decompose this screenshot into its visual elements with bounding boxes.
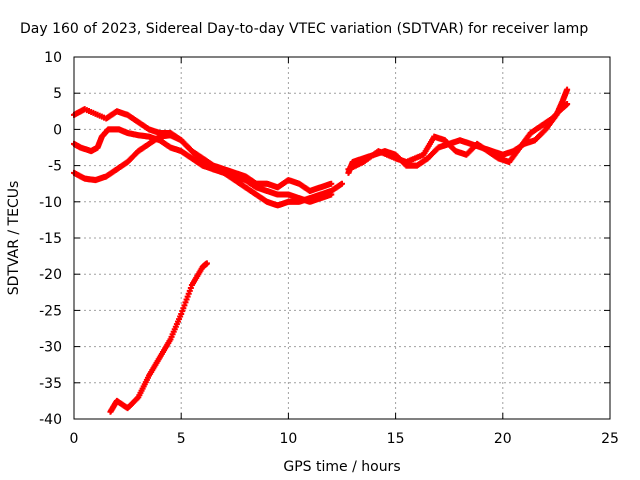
x-tick-label: 10 — [279, 431, 297, 447]
y-axis-label: SDTVAR / TECUs — [6, 181, 22, 296]
tick-layer: 0 5 10 15 20 25 -40 -35 -30 -25 -20 -15 -10 -5 0 5 10 — [39, 50, 619, 447]
y-tick-label: -30 — [39, 340, 62, 356]
y-tick-label: 5 — [53, 86, 62, 102]
y-tick-label: 0 — [53, 122, 62, 138]
y-tick-label: 10 — [44, 50, 62, 66]
grid-layer — [74, 57, 610, 419]
y-tick-label: -25 — [39, 303, 62, 319]
chart-title: Day 160 of 2023, Sidereal Day-to-day VTE… — [20, 21, 588, 37]
series-upper-track-e — [345, 101, 571, 173]
plot-border — [73, 56, 611, 420]
y-tick-label: -15 — [39, 231, 62, 247]
y-tick-label: -20 — [39, 267, 62, 283]
x-tick-label: 25 — [601, 431, 619, 447]
series-layer — [71, 86, 571, 415]
data-point — [203, 260, 210, 267]
y-tick-label: -35 — [39, 376, 62, 392]
data-point — [564, 86, 571, 93]
x-tick-label: 5 — [177, 431, 186, 447]
data-point — [564, 101, 571, 108]
y-tick-label: -10 — [39, 195, 62, 211]
y-tick-label: -5 — [48, 159, 62, 175]
x-tick-label: 20 — [494, 431, 512, 447]
x-tick-label: 15 — [387, 431, 405, 447]
x-axis-label: GPS time / hours — [283, 459, 400, 475]
series-upper-track-c — [71, 106, 335, 194]
data-point — [339, 180, 345, 187]
x-tick-label: 0 — [70, 431, 79, 447]
data-point — [328, 180, 335, 187]
series-lower-track — [107, 260, 210, 415]
y-tick-label: -40 — [39, 412, 62, 428]
